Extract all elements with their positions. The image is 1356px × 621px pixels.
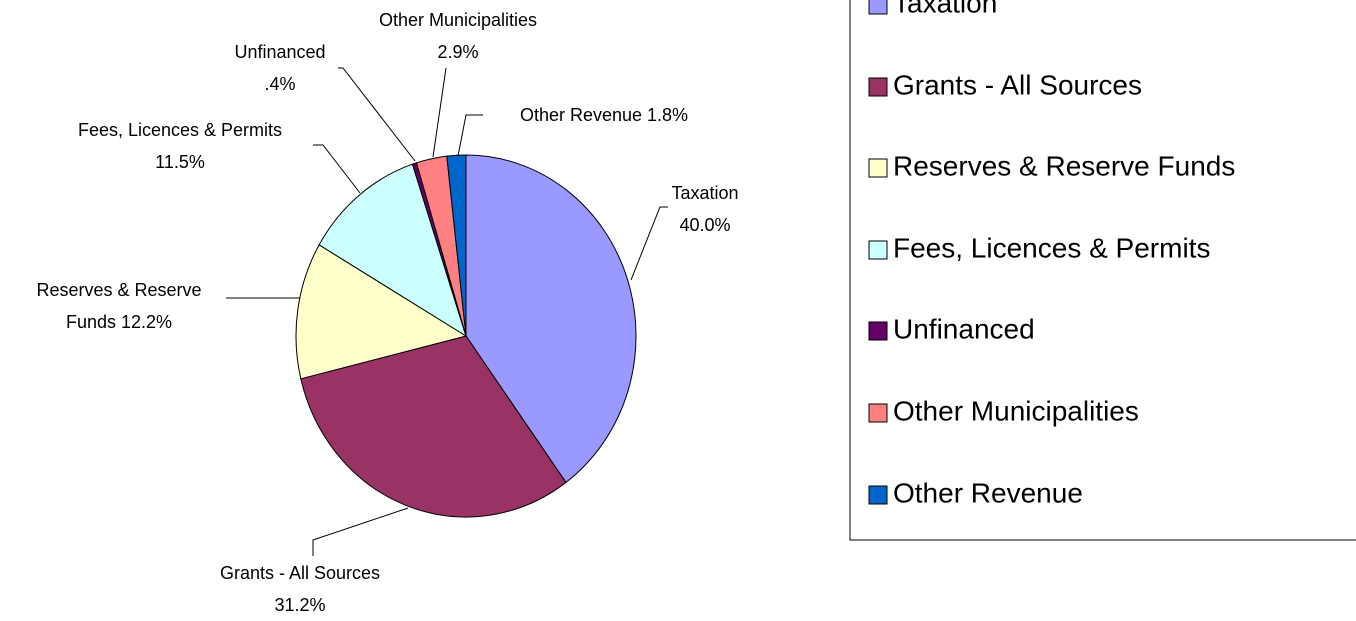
legend-label: Fees, Licences & Permits [893, 232, 1210, 263]
pie-slice [300, 335, 567, 518]
legend-swatch [868, 77, 888, 97]
legend-swatch [868, 485, 888, 505]
data-label-value: 11.5% [155, 152, 205, 172]
data-label: Grants - All Sources 31.2% [180, 557, 420, 621]
data-label-value: 31.2% [274, 595, 326, 615]
legend-swatch [868, 403, 888, 423]
data-label: Other Revenue 1.8% [484, 99, 724, 131]
legend-label: Other Revenue [893, 477, 1083, 508]
pie-slice [318, 163, 467, 338]
data-label-category: Other Revenue [519, 105, 643, 125]
data-label: Fees, Licences & Permits 11.5% [30, 114, 330, 178]
leader-line [432, 67, 447, 158]
data-label-value: 40.0% [679, 215, 731, 235]
data-label: Reserves & Reserve Funds 12.2% [0, 274, 238, 338]
data-label-category: Other Municipalities [378, 10, 538, 30]
pie-slice [446, 154, 467, 337]
legend-swatch [868, 321, 888, 341]
data-label: Unfinanced .4% [200, 36, 360, 100]
data-label: Other Municipalities 2.9% [358, 4, 558, 68]
leader-line [312, 507, 409, 556]
pie-slice [295, 244, 468, 380]
leader-line [457, 114, 483, 157]
data-label-category: Taxation [671, 183, 739, 203]
data-label-value: .4% [264, 74, 296, 94]
legend-label: Reserves & Reserve Funds [893, 150, 1235, 181]
legend-label: Taxation [893, 0, 997, 18]
data-label-category: Unfinanced [234, 42, 326, 62]
pie-slice [465, 154, 637, 484]
legend-swatch [868, 0, 888, 15]
data-label-value: 1.8% [647, 105, 689, 125]
leader-line [338, 67, 416, 162]
legend-label: Unfinanced [893, 313, 1035, 344]
legend-box [849, 0, 1356, 541]
legend-label: Grants - All Sources [893, 69, 1142, 100]
data-label-category: Grants - All Sources [219, 563, 381, 583]
data-label-category: Reserves & Reserve Funds [36, 280, 202, 332]
data-label: Taxation 40.0% [640, 177, 770, 241]
leader-line [313, 144, 361, 194]
legend-swatch [868, 240, 888, 260]
data-label-category: Fees, Licences & Permits [77, 120, 283, 140]
data-label-value: 2.9% [437, 42, 479, 62]
data-label-value: 12.2% [120, 312, 173, 332]
leader-line [630, 206, 668, 281]
legend-swatch [868, 158, 888, 178]
legend-label: Other Municipalities [893, 395, 1139, 426]
